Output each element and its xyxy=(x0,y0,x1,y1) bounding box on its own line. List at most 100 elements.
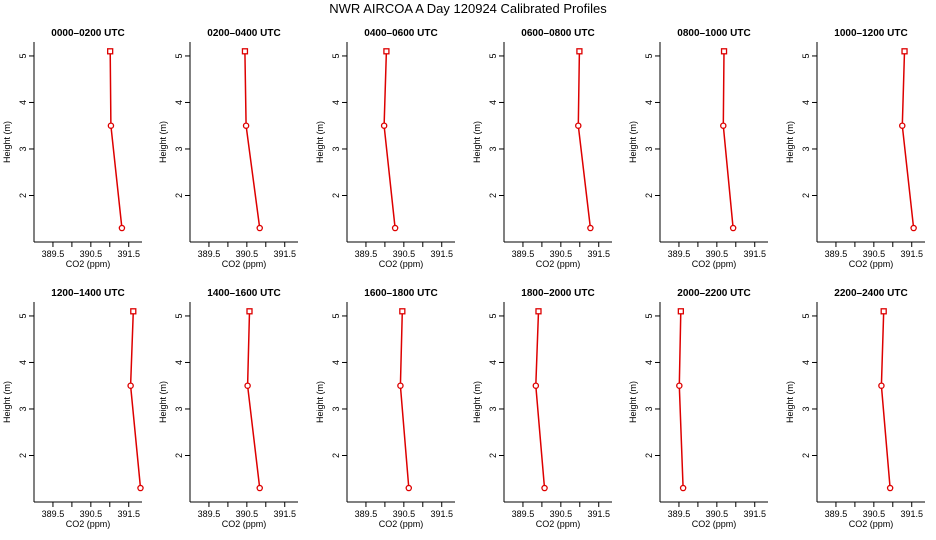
y-tick-label: 2 xyxy=(174,193,184,198)
data-point-circle xyxy=(720,122,727,129)
x-axis-label: CO2 (ppm) xyxy=(849,519,894,529)
x-tick-label: 390.5 xyxy=(706,509,729,519)
x-axis-label: CO2 (ppm) xyxy=(222,519,267,529)
x-tick-label: 391.5 xyxy=(117,509,140,519)
data-point-square xyxy=(383,48,390,55)
panel-title: 2000–2200 UTC xyxy=(677,288,750,299)
panel-6: 1200–1400 UTC 389.5 390.5 391.5 CO2 (ppm) 2 3 4… xyxy=(2,288,144,529)
y-axis-label: Height (m) xyxy=(315,121,325,163)
y-tick-label: 3 xyxy=(488,406,498,411)
x-tick-label: 391.5 xyxy=(743,249,766,259)
panel-7: 1400–1600 UTC 389.5 390.5 391.5 CO2 (ppm) 2 3 4… xyxy=(158,288,298,529)
y-axis-label: Height (m) xyxy=(785,121,795,163)
x-tick-label: 390.5 xyxy=(393,249,416,259)
panel-1: 0200–0400 UTC 389.5 390.5 391.5 CO2 (ppm) 2 3 4… xyxy=(158,28,298,269)
x-tick-label: 390.5 xyxy=(236,509,259,519)
x-tick-label: 390.5 xyxy=(80,249,103,259)
y-tick-label: 5 xyxy=(18,53,28,58)
data-point-circle xyxy=(532,382,540,389)
y-tick-label: 5 xyxy=(801,53,811,58)
data-point-circle xyxy=(886,484,894,492)
profile-line xyxy=(880,311,891,489)
x-tick-label: 390.5 xyxy=(706,249,729,259)
data-point-square xyxy=(399,308,406,315)
data-point-circle xyxy=(256,484,263,492)
data-point-circle xyxy=(910,224,917,232)
figure-title: NWR AIRCOA A Day 120924 Calibrated Profi… xyxy=(329,1,607,16)
x-axis-label: CO2 (ppm) xyxy=(66,259,111,269)
data-point-circle xyxy=(118,224,126,232)
panel-5: 1000–1200 UTC 389.5 390.5 391.5 CO2 (ppm) 2 3 4… xyxy=(785,28,925,269)
y-tick-label: 5 xyxy=(488,313,498,318)
y-tick-label: 3 xyxy=(18,406,28,411)
data-point-square xyxy=(107,48,114,55)
x-tick-label: 389.5 xyxy=(512,509,535,519)
y-tick-label: 3 xyxy=(801,406,811,411)
x-tick-label: 389.5 xyxy=(42,249,65,259)
data-point-circle xyxy=(575,122,582,129)
y-tick-label: 3 xyxy=(644,146,654,151)
panel-title: 0600–0800 UTC xyxy=(521,28,594,39)
x-axis-label: CO2 (ppm) xyxy=(692,259,737,269)
y-tick-label: 2 xyxy=(18,453,28,458)
panel-2: 0400–0600 UTC 389.5 390.5 391.5 CO2 (ppm) 2 3 4… xyxy=(315,28,455,269)
x-tick-label: 389.5 xyxy=(825,509,848,519)
y-tick-label: 5 xyxy=(801,313,811,318)
data-point-circle xyxy=(405,484,413,492)
data-point-circle xyxy=(679,484,687,492)
y-tick-label: 5 xyxy=(644,313,654,318)
data-point-circle xyxy=(242,122,250,129)
panel-title: 0000–0200 UTC xyxy=(51,28,124,39)
y-tick-label: 5 xyxy=(644,53,654,58)
y-tick-label: 4 xyxy=(174,360,184,365)
panel-title: 0200–0400 UTC xyxy=(207,28,280,39)
x-tick-label: 390.5 xyxy=(80,509,103,519)
y-tick-label: 5 xyxy=(488,53,498,58)
data-point-circle xyxy=(244,382,251,389)
profile-line xyxy=(383,51,396,229)
panel-0: 0000–0200 UTC 389.5 390.5 391.5 CO2 (ppm) 2 3 4… xyxy=(2,28,142,269)
x-axis-label: CO2 (ppm) xyxy=(692,519,737,529)
y-axis-label: Height (m) xyxy=(785,381,795,423)
panel-title: 1200–1400 UTC xyxy=(51,288,124,299)
y-tick-label: 5 xyxy=(331,53,341,58)
profile-line xyxy=(722,51,734,229)
x-tick-label: 389.5 xyxy=(512,249,535,259)
data-point-square xyxy=(535,308,542,315)
data-point-square xyxy=(130,308,137,315)
y-tick-label: 4 xyxy=(18,360,28,365)
panel-title: 0400–0600 UTC xyxy=(364,28,437,39)
y-tick-label: 3 xyxy=(174,146,184,151)
x-tick-label: 389.5 xyxy=(355,249,378,259)
y-tick-label: 3 xyxy=(488,146,498,151)
y-axis-label: Height (m) xyxy=(2,121,12,163)
y-axis-label: Height (m) xyxy=(315,381,325,423)
data-point-circle xyxy=(380,122,388,129)
y-tick-label: 3 xyxy=(331,146,341,151)
data-point-circle xyxy=(899,122,906,129)
y-axis-label: Height (m) xyxy=(2,381,12,423)
y-tick-label: 4 xyxy=(644,360,654,365)
x-tick-label: 389.5 xyxy=(198,509,221,519)
data-point-square xyxy=(677,308,684,315)
y-tick-label: 4 xyxy=(331,360,341,365)
data-point-circle xyxy=(137,484,144,492)
y-tick-label: 2 xyxy=(331,453,341,458)
panel-title: 1800–2000 UTC xyxy=(521,288,594,299)
profile-line xyxy=(246,311,261,489)
y-tick-label: 3 xyxy=(801,146,811,151)
y-axis-label: Height (m) xyxy=(628,121,638,163)
y-tick-label: 2 xyxy=(488,193,498,198)
x-tick-label: 389.5 xyxy=(668,249,691,259)
panel-title: 1600–1800 UTC xyxy=(364,288,437,299)
panel-3: 0600–0800 UTC 389.5 390.5 391.5 CO2 (ppm) 2 3 4… xyxy=(472,28,612,269)
profile-line xyxy=(244,51,261,229)
x-tick-label: 389.5 xyxy=(355,509,378,519)
x-axis-label: CO2 (ppm) xyxy=(66,519,111,529)
y-tick-label: 5 xyxy=(174,53,184,58)
y-axis-label: Height (m) xyxy=(158,121,168,163)
panel-9: 1800–2000 UTC 389.5 390.5 391.5 CO2 (ppm) 2 3 4… xyxy=(472,288,612,529)
y-tick-label: 4 xyxy=(801,100,811,105)
profile-line xyxy=(535,311,546,489)
